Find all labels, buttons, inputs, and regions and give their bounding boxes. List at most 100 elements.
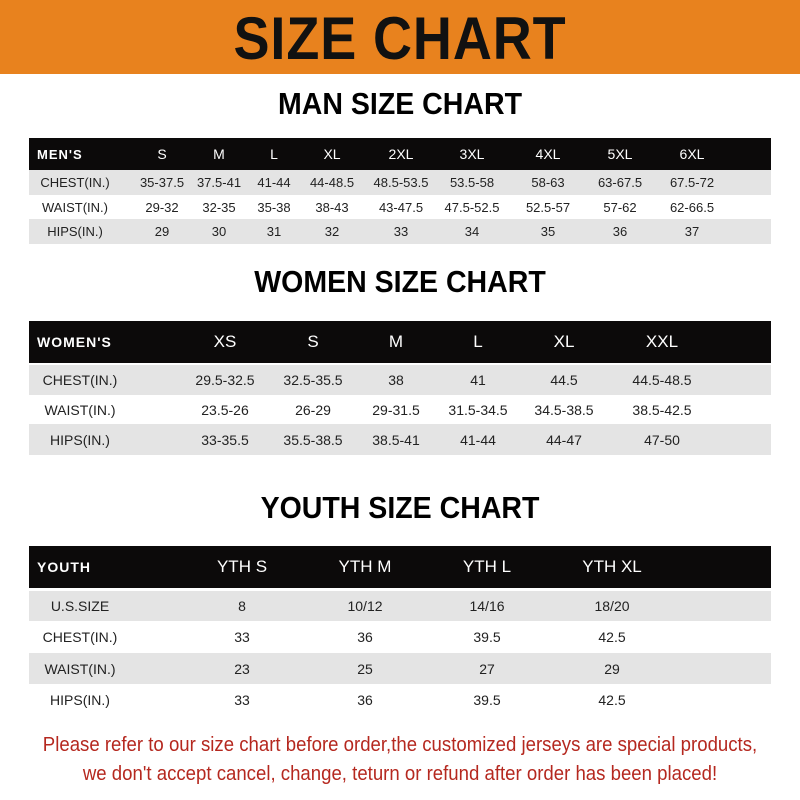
table-cell: 67.5-72 bbox=[669, 175, 715, 190]
table-cell: 29.5-32.5 bbox=[195, 372, 255, 388]
size-header-cell: L bbox=[270, 146, 278, 162]
table-header-row: WOMEN'S XS S M L XL XXL bbox=[29, 321, 771, 363]
table-cell: 62-66.5 bbox=[669, 199, 715, 215]
table-cell: 34 bbox=[464, 224, 480, 239]
table-cell: 63-67.5 bbox=[597, 175, 643, 190]
footer-notice-line-1: Please refer to our size chart before or… bbox=[42, 734, 758, 756]
table-cell: 42.5 bbox=[598, 692, 626, 708]
size-header-cell: XS bbox=[213, 332, 237, 351]
table-cell: 57-62 bbox=[603, 199, 637, 215]
measurement-label: WAIST(IN.) bbox=[44, 401, 116, 418]
table-cell: 32-35 bbox=[202, 199, 236, 215]
table-cell: 18/20 bbox=[594, 598, 630, 614]
table-cell: 39.5 bbox=[473, 692, 501, 708]
table-cell: 38.5-41 bbox=[372, 431, 420, 448]
table-cell: 36 bbox=[357, 692, 373, 708]
table-cell: 53.5-58 bbox=[449, 175, 495, 190]
table-row: HIPS(IN.) 29 30 31 32 33 34 35 36 37 bbox=[29, 219, 771, 244]
size-header-cell: 5XL bbox=[607, 146, 633, 162]
table-cell: 33 bbox=[234, 629, 250, 645]
size-header-cell: S bbox=[307, 332, 319, 351]
measurement-label: HIPS(IN.) bbox=[47, 224, 103, 239]
table-cell: 44-47 bbox=[546, 431, 582, 448]
measurement-label: WAIST(IN.) bbox=[44, 660, 116, 677]
measurement-label: CHEST(IN.) bbox=[40, 175, 110, 190]
table-row: HIPS(IN.) 33-35.5 35.5-38.5 38.5-41 41-44 44-… bbox=[29, 424, 771, 455]
size-header-cell: S bbox=[157, 146, 167, 162]
measurement-label: HIPS(IN.) bbox=[50, 431, 110, 448]
table-cell: 58-63 bbox=[531, 175, 565, 190]
table-cell: 52.5-57 bbox=[525, 199, 571, 215]
size-header-cell: M bbox=[388, 332, 404, 351]
footer-notice-line-2: we don't accept cancel, change, teturn o… bbox=[82, 763, 718, 785]
table-cell: 42.5 bbox=[598, 629, 626, 645]
table-cell: 35 bbox=[540, 224, 556, 239]
size-header-cell: 2XL bbox=[388, 146, 414, 162]
table-header-row: MEN'S S M L XL 2XL 3XL 4XL 5XL 6XL bbox=[29, 138, 771, 170]
table-cell: 10/12 bbox=[347, 598, 383, 614]
table-cell: 39.5 bbox=[473, 629, 501, 645]
table-cell: 41-44 bbox=[460, 431, 496, 448]
table-row: WAIST(IN.) 23 25 27 29 bbox=[29, 653, 771, 684]
table-cell: 31 bbox=[266, 224, 282, 239]
size-header-cell: XL bbox=[323, 146, 341, 162]
measurement-label: WAIST(IN.) bbox=[42, 199, 108, 215]
table-cell: 32.5-35.5 bbox=[283, 372, 343, 388]
size-header-cell: 4XL bbox=[535, 146, 561, 162]
table-cell: 44.5 bbox=[550, 372, 578, 388]
measurement-label: HIPS(IN.) bbox=[50, 692, 110, 708]
table-cell: 29 bbox=[604, 660, 620, 677]
youth-section-title: YOUTH SIZE CHART bbox=[260, 490, 540, 525]
table-header-row: YOUTH YTH S YTH M YTH L YTH XL bbox=[29, 546, 771, 588]
table-cell: 36 bbox=[357, 629, 373, 645]
table-cell: 44-48.5 bbox=[309, 175, 355, 190]
table-cell: 47-50 bbox=[644, 431, 680, 448]
table-cell: 27 bbox=[479, 660, 495, 677]
table-cell: 47.5-52.5 bbox=[444, 199, 500, 215]
table-title-cell: WOMEN'S bbox=[37, 334, 112, 350]
size-chart-banner: SIZE CHART bbox=[0, 0, 800, 74]
table-cell: 38.5-42.5 bbox=[632, 401, 692, 418]
table-row: CHEST(IN.) 29.5-32.5 32.5-35.5 38 41 44.5 44.5… bbox=[29, 365, 771, 395]
size-header-cell: YTH XL bbox=[582, 557, 642, 576]
table-cell: 33 bbox=[393, 224, 409, 239]
table-row: CHEST(IN.) 35-37.5 37.5-41 41-44 44-48.5 48.5… bbox=[29, 170, 771, 195]
main-title: SIZE CHART bbox=[233, 5, 567, 72]
table-title-cell: MEN'S bbox=[37, 146, 83, 162]
size-header-cell: 6XL bbox=[679, 146, 705, 162]
size-header-cell: XL bbox=[553, 332, 575, 351]
table-cell: 41 bbox=[470, 372, 486, 388]
table-row: WAIST(IN.) 29-32 32-35 35-38 38-43 43-47.5 47.… bbox=[29, 195, 771, 219]
table-cell: 14/16 bbox=[469, 598, 505, 614]
table-cell: 33 bbox=[234, 692, 250, 708]
size-header-cell: YTH M bbox=[338, 557, 392, 576]
table-cell: 29 bbox=[154, 224, 170, 239]
table-cell: 26-29 bbox=[295, 401, 331, 418]
size-header-cell: M bbox=[213, 146, 225, 162]
table-cell: 36 bbox=[612, 224, 628, 239]
measurement-label: U.S.SIZE bbox=[50, 598, 110, 614]
table-cell: 43-47.5 bbox=[378, 199, 424, 215]
table-cell: 29-32 bbox=[145, 199, 179, 215]
men-section-title: MAN SIZE CHART bbox=[277, 86, 523, 121]
table-cell: 41-44 bbox=[257, 175, 291, 190]
table-cell: 23 bbox=[234, 660, 250, 677]
table-cell: 8 bbox=[238, 598, 246, 614]
table-cell: 44.5-48.5 bbox=[632, 372, 692, 388]
measurement-label: CHEST(IN.) bbox=[42, 629, 118, 645]
table-cell: 35-38 bbox=[257, 199, 291, 215]
table-cell: 32 bbox=[324, 224, 340, 239]
table-cell: 34.5-38.5 bbox=[534, 401, 594, 418]
table-cell: 33-35.5 bbox=[201, 431, 249, 448]
table-cell: 30 bbox=[211, 224, 227, 239]
table-cell: 31.5-34.5 bbox=[448, 401, 508, 418]
size-header-cell: L bbox=[473, 332, 483, 351]
table-row: WAIST(IN.) 23.5-26 26-29 29-31.5 31.5-34.5 34… bbox=[29, 395, 771, 424]
size-header-cell: YTH S bbox=[216, 557, 268, 576]
table-cell: 37.5-41 bbox=[196, 175, 242, 190]
table-row: HIPS(IN.) 33 36 39.5 42.5 bbox=[29, 684, 771, 716]
table-cell: 38-43 bbox=[315, 199, 349, 215]
table-cell: 25 bbox=[357, 660, 373, 677]
women-section-title: WOMEN SIZE CHART bbox=[254, 264, 546, 299]
table-cell: 38 bbox=[388, 372, 404, 388]
